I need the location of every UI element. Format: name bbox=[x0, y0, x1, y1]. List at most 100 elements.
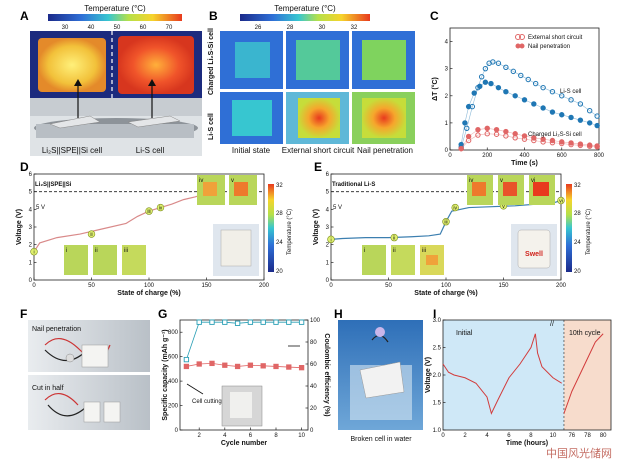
point-c bbox=[521, 133, 528, 139]
plot-e-ytick-label: 6 bbox=[326, 172, 330, 178]
label-i-initial: Initial bbox=[456, 330, 473, 337]
plot-c-xtick-label: 400 bbox=[519, 153, 530, 159]
inset-e-label-iii: iii bbox=[422, 248, 426, 254]
cb-d-tick-32: 32 bbox=[276, 183, 283, 189]
plot-e-xtick-label: 150 bbox=[498, 283, 509, 289]
point-c bbox=[532, 80, 539, 87]
colorbar-a-tick-5: 70 bbox=[166, 25, 173, 31]
series-c-line-2 bbox=[460, 133, 598, 149]
plot-e-ytick-label: 5 bbox=[326, 190, 330, 196]
point-c bbox=[586, 107, 593, 114]
inset-e-i bbox=[362, 245, 386, 275]
plot-g-ytick-label: 200 bbox=[168, 404, 179, 410]
cb-e-tick-32: 32 bbox=[574, 183, 581, 189]
plot-g-ylabel: Specific capacity (mAh g⁻¹) bbox=[162, 329, 169, 420]
legend-c: External short circuit Nail penetration bbox=[515, 34, 583, 50]
plot-e-marker-label: iv bbox=[453, 206, 457, 212]
plot-g-ytick-label: 0 bbox=[175, 428, 179, 434]
caption-f-nail: Nail penetration bbox=[32, 326, 81, 333]
cell-title-d: Li₂S||SPE||Si bbox=[35, 182, 72, 188]
plot-i-xtick-label: 2 bbox=[463, 433, 467, 439]
plot-e-xtick-label: 0 bbox=[329, 283, 333, 289]
point-c bbox=[503, 128, 509, 135]
plot-d-marker bbox=[145, 207, 153, 215]
colorbar-a-tick-2: 40 bbox=[88, 25, 95, 31]
point-c bbox=[503, 64, 509, 71]
colorbar-b bbox=[240, 14, 370, 21]
plot-d-marker bbox=[30, 248, 38, 256]
point-g bbox=[298, 365, 305, 371]
cell-title-e: Traditional Li-S bbox=[332, 182, 375, 188]
plot-i-xlabel: Time (hours) bbox=[506, 440, 548, 447]
point-c bbox=[475, 126, 481, 133]
plot-g-ytick2-label: 0 bbox=[310, 428, 314, 434]
plot-c-ytick-label: 1 bbox=[445, 121, 449, 127]
plot-c-ytick-label: 4 bbox=[445, 40, 449, 46]
plot-i-xtick-label: 78 bbox=[584, 433, 591, 439]
thermal-li2s-cell bbox=[38, 38, 106, 92]
point-c bbox=[568, 140, 574, 146]
panel-label-d: D bbox=[20, 160, 29, 174]
caption-a-right: Li-S cell bbox=[136, 146, 165, 155]
point-c bbox=[464, 125, 470, 132]
cb-d-tick-20: 20 bbox=[276, 269, 283, 275]
ref-label-e: 5 V bbox=[333, 205, 342, 211]
point-c bbox=[462, 120, 468, 126]
plot-c-xtick-label: 800 bbox=[594, 153, 605, 159]
colorbar-a bbox=[48, 14, 182, 21]
plot-i-bg-tenth bbox=[563, 320, 611, 430]
plot-e-ytick-label: 2 bbox=[326, 243, 330, 249]
point-g bbox=[260, 319, 266, 325]
colorbar-d bbox=[268, 184, 274, 272]
plot-e-marker-label: vi bbox=[559, 199, 563, 205]
annot-g-cutting: Cell cutting bbox=[192, 399, 222, 405]
point-g bbox=[273, 363, 279, 370]
plot-i-ytick-label: 2.0 bbox=[433, 373, 442, 379]
point-c bbox=[586, 120, 593, 126]
colorbar-a-tick-3: 50 bbox=[114, 25, 121, 31]
inset-e-ii bbox=[391, 245, 415, 275]
point-g bbox=[222, 319, 228, 325]
point-c bbox=[475, 132, 481, 138]
point-g bbox=[286, 364, 292, 370]
inset-e-label-ii: ii bbox=[393, 248, 396, 254]
colorbar-a-tick-1: 30 bbox=[62, 25, 69, 31]
plot-i-curve-tenth bbox=[563, 333, 604, 414]
plot-e-ytick-label: 3 bbox=[326, 225, 330, 231]
plot-d-marker-label: iv bbox=[159, 206, 163, 212]
point-c bbox=[577, 117, 584, 123]
plot-d-xlabel: State of charge (%) bbox=[117, 290, 180, 297]
plot-e-marker bbox=[451, 203, 459, 212]
point-g bbox=[234, 363, 241, 370]
point-c bbox=[594, 113, 600, 119]
panel-label-g: G bbox=[158, 307, 167, 321]
cb-e-tick-24: 24 bbox=[574, 240, 581, 246]
point-g bbox=[183, 356, 190, 363]
row-label-charged-li2s: Charged Li₂S-Si cell bbox=[208, 28, 215, 95]
plot-d-xtick-label: 50 bbox=[88, 283, 95, 289]
plot-e-ytick-label: 1 bbox=[326, 260, 330, 266]
point-c bbox=[594, 122, 600, 129]
plot-d-ytick-label: 5 bbox=[29, 190, 33, 196]
plot-i-xtick-label: 76 bbox=[568, 433, 575, 439]
plot-c: 0 200 400 600 800 0 1 2 3 4 Time (s) ΔT (°C) bbox=[431, 27, 605, 167]
inset-d-ii bbox=[93, 245, 117, 275]
point-c bbox=[490, 59, 496, 65]
point-c bbox=[525, 76, 531, 83]
plot-g-xtick-label: 2 bbox=[198, 433, 202, 439]
plot-c-ytick-label: 0 bbox=[445, 148, 449, 154]
inset-d-label-i: i bbox=[66, 248, 67, 254]
panel-label-h: H bbox=[334, 307, 343, 321]
point-c bbox=[510, 68, 517, 75]
caption-f-cut: Cut in half bbox=[32, 385, 64, 392]
point-c bbox=[471, 90, 477, 96]
plot-g-xtick-label: 8 bbox=[274, 433, 278, 439]
point-g bbox=[234, 320, 241, 326]
point-c bbox=[484, 125, 490, 132]
panel-label-e: E bbox=[314, 160, 322, 174]
series-g-line-1 bbox=[186, 321, 302, 360]
plot-c-ytick-label: 2 bbox=[445, 94, 449, 100]
point-c bbox=[495, 60, 502, 66]
point-g bbox=[273, 319, 279, 325]
point-c bbox=[512, 131, 518, 137]
